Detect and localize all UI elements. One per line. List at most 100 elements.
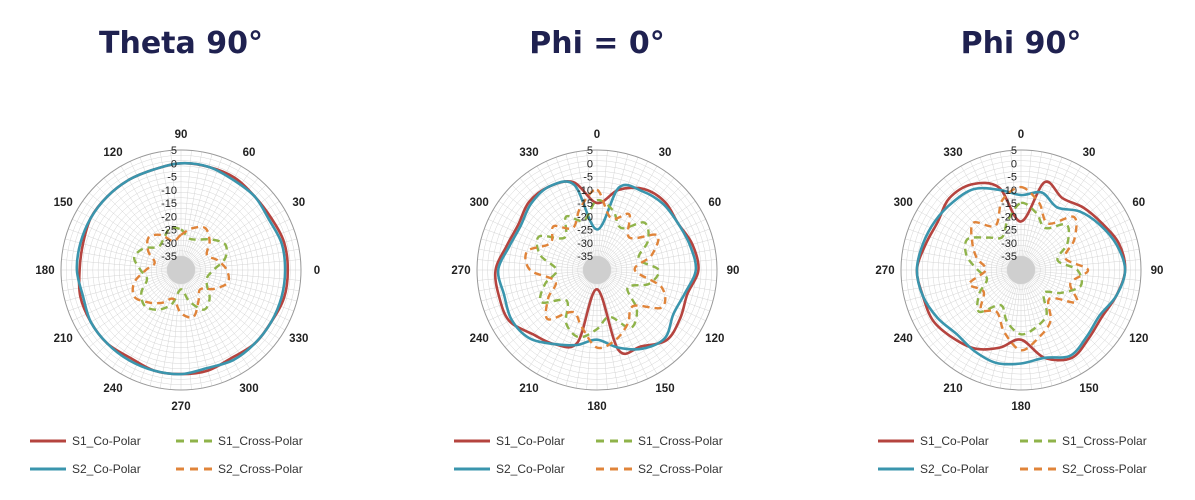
grid-spoke (194, 259, 301, 270)
grid-spoke (599, 151, 619, 257)
panel-phi-0: Phi = 0° 5 0 -5 -10 -15 -20 -25 -30 -35 0 30 60 90 12… (398, 0, 796, 500)
grid-spoke (536, 281, 591, 375)
grid-spoke (488, 275, 585, 321)
grid-spoke (916, 276, 1010, 331)
grid-spoke (130, 161, 176, 258)
grid-spoke (608, 200, 696, 263)
grid-spoke (608, 209, 702, 264)
series-line-s1-cross-polar (963, 201, 1084, 336)
legend-item-s1-co-polar: S1_Co-Polar (30, 434, 141, 448)
grid-spoke (610, 272, 716, 292)
radial-tick-label: -20 (1001, 211, 1017, 223)
radial-tick-label: -15 (161, 198, 177, 210)
grid-spoke (1010, 150, 1021, 257)
grid-spoke (1034, 228, 1134, 266)
series-line-s1-cross-polar (535, 198, 661, 339)
chart-legend: S1_Co-Polar S1_Cross-Polar S2_Co-Polar S… (0, 430, 380, 486)
grid-spoke (190, 184, 267, 261)
grid-spoke (504, 278, 587, 348)
grid-spoke (999, 283, 1019, 389)
legend-label: S2_Co-Polar (920, 462, 989, 476)
angle-tick-label: 240 (470, 333, 489, 345)
grid-spoke (1031, 192, 1114, 262)
angle-tick-label: 240 (103, 383, 122, 395)
legend-item-s2-co-polar: S2_Co-Polar (454, 462, 565, 476)
angle-tick-label: 150 (1079, 383, 1098, 395)
grid-spoke (908, 228, 1008, 266)
center-hub (583, 256, 611, 284)
grid-spoke (170, 283, 181, 390)
grid-spoke (555, 283, 593, 383)
legend-item-s2-cross-polar: S2_Cross-Polar (1020, 462, 1147, 476)
grid-spoke (1034, 273, 1137, 302)
radial-tick-label: -30 (577, 238, 593, 250)
grid-spoke (960, 165, 1015, 259)
chart-title: Theta 90° (99, 26, 263, 61)
grid-spoke (149, 154, 178, 257)
grid-spoke (1010, 283, 1021, 390)
radial-tick-label: -30 (161, 238, 177, 250)
legend-label: S1_Cross-Polar (1062, 434, 1147, 448)
legend-label: S1_Co-Polar (72, 434, 141, 448)
grid-spoke (922, 277, 1010, 340)
grid-spoke (555, 157, 593, 257)
legend-swatch-s2-cross (176, 465, 212, 473)
grid-spoke (184, 154, 213, 257)
angle-tick-label: 300 (239, 383, 258, 395)
angle-tick-label: 0 (314, 265, 320, 277)
angle-tick-label: 90 (175, 129, 188, 141)
angle-tick-label: 300 (470, 197, 489, 209)
series-line-s2-co-polar (915, 186, 1127, 366)
radial-tick-label: -5 (167, 172, 177, 184)
angle-tick-label: 180 (587, 401, 606, 413)
grid-spoke (608, 276, 702, 331)
grid-spoke (527, 171, 590, 259)
legend-label: S1_Co-Polar (920, 434, 989, 448)
grid-spoke (916, 209, 1010, 264)
grid-spoke (1026, 161, 1072, 258)
legend-item-s2-cross-polar: S2_Cross-Polar (596, 462, 723, 476)
angle-tick-label: 60 (243, 147, 256, 159)
angle-tick-label: 240 (894, 333, 913, 345)
grid-spoke (928, 192, 1011, 262)
radial-tick-label: -20 (161, 211, 177, 223)
grid-spoke (1029, 280, 1099, 363)
grid-spoke (601, 157, 639, 257)
chart-legend: S1_Co-Polar S1_Cross-Polar S2_Co-Polar S… (822, 430, 1195, 486)
radial-tick-label: -25 (1001, 225, 1017, 237)
grid-spoke (610, 270, 717, 281)
grid-spoke (1027, 165, 1082, 259)
legend-swatch-s2-co (878, 465, 914, 473)
angle-tick-label: 210 (54, 333, 73, 345)
radial-tick-label: -5 (1007, 172, 1017, 184)
grid-spoke (536, 165, 591, 259)
grid-spoke (935, 184, 1012, 261)
angle-tick-label: 30 (1083, 147, 1096, 159)
angle-tick-label: 90 (727, 265, 740, 277)
legend-swatch-s1-cross (1020, 437, 1056, 445)
grid-spoke (511, 184, 588, 261)
legend-item-s1-cross-polar: S1_Cross-Polar (596, 434, 723, 448)
grid-spoke (194, 238, 297, 267)
legend-label: S1_Cross-Polar (218, 434, 303, 448)
grid-spoke (88, 192, 171, 262)
grid-spoke (960, 281, 1015, 375)
center-hub (1007, 256, 1035, 284)
grid-spoke (602, 282, 648, 379)
grid-spoke (183, 151, 203, 257)
grid-spoke (989, 283, 1018, 386)
grid-spoke (607, 278, 690, 348)
grid-spoke (186, 161, 232, 258)
grid-spoke (605, 280, 675, 363)
chart-title: Phi = 0° (529, 26, 665, 61)
radial-tick-label: -20 (577, 211, 593, 223)
series-line-s2-cross-polar (967, 185, 1090, 352)
legend-item-s1-co-polar: S1_Co-Polar (878, 434, 989, 448)
radial-tick-label: -25 (161, 225, 177, 237)
grid-spoke (586, 283, 597, 390)
radial-tick-label: -30 (1001, 238, 1017, 250)
radial-tick-label: -35 (577, 251, 593, 263)
grid-spoke (1028, 171, 1091, 259)
grid-spoke (95, 279, 172, 356)
angle-tick-label: 60 (708, 197, 721, 209)
